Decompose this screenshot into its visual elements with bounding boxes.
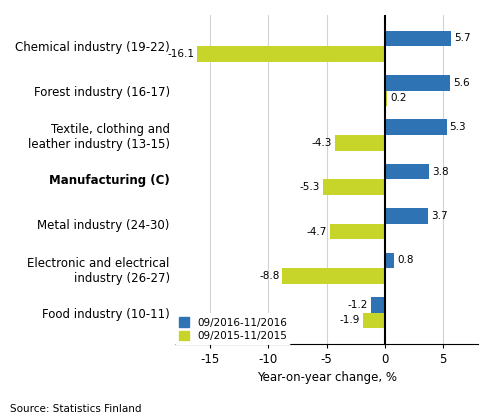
Text: -1.9: -1.9: [340, 315, 360, 325]
Bar: [335, 135, 385, 151]
Text: 0.8: 0.8: [397, 255, 414, 265]
Text: Source: Statistics Finland: Source: Statistics Finland: [10, 404, 141, 414]
Bar: [385, 253, 394, 268]
Text: 3.8: 3.8: [432, 167, 449, 177]
Text: 5.3: 5.3: [450, 122, 466, 132]
Text: 3.7: 3.7: [431, 211, 448, 221]
Bar: [385, 164, 429, 179]
Text: 0.2: 0.2: [390, 93, 407, 103]
Bar: [385, 119, 447, 135]
Bar: [385, 30, 451, 46]
Text: 5.6: 5.6: [453, 78, 470, 88]
Bar: [197, 46, 385, 62]
Text: -5.3: -5.3: [300, 182, 320, 192]
Bar: [385, 91, 387, 106]
Text: 5.7: 5.7: [454, 33, 471, 43]
Bar: [385, 208, 428, 224]
X-axis label: Year-on-year change, %: Year-on-year change, %: [257, 371, 397, 384]
Text: -1.2: -1.2: [348, 300, 368, 310]
Text: -8.8: -8.8: [259, 271, 280, 281]
Text: -4.3: -4.3: [312, 138, 332, 148]
Legend: 09/2016-11/2016, 09/2015-11/2015: 09/2016-11/2016, 09/2015-11/2015: [175, 313, 291, 345]
Bar: [371, 297, 385, 313]
Text: -16.1: -16.1: [168, 49, 195, 59]
Bar: [385, 75, 450, 91]
Bar: [363, 313, 385, 328]
Bar: [282, 268, 385, 284]
Text: -4.7: -4.7: [307, 227, 327, 237]
Bar: [330, 224, 385, 239]
Bar: [323, 179, 385, 195]
